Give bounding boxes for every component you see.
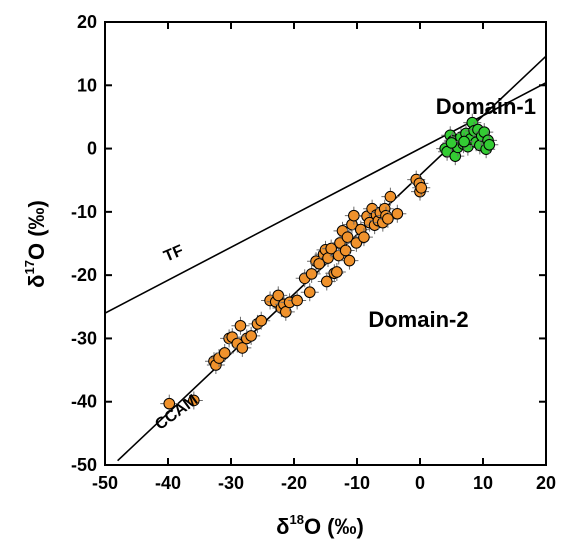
x-axis-title-suffix: O (‰) [304,514,364,539]
annotation-tf: TF [161,242,186,265]
point-domain-1-20 [480,135,499,154]
y-tick-label: -10 [71,202,97,222]
marker [339,244,352,257]
point-domain-2-21 [280,293,299,312]
marker [445,137,458,149]
annotation-ccam: CCAM [152,392,201,434]
marker [236,342,249,354]
point-domain-2-42 [344,206,363,225]
marker [348,209,360,222]
marker [415,182,428,194]
point-domain-2-14 [252,311,271,330]
y-tick-label: 0 [87,139,97,159]
point-domain-2-40 [340,251,359,270]
y-tick-label: -30 [71,328,97,348]
y-tick-label: -50 [71,455,97,475]
point-domain-2-0 [160,394,179,413]
point-domain-2-34 [327,262,346,281]
point-domain-2-22 [288,291,307,310]
y-tick-label: 10 [77,75,97,95]
x-tick-label: -50 [92,473,118,493]
x-tick-label: -30 [218,473,244,493]
marker [391,207,404,220]
point-domain-2-5 [215,343,234,362]
marker [163,397,176,410]
x-axis-title: δ18O (‰) [276,512,364,539]
marker [322,252,334,264]
y-axis-title-sup: 17 [22,260,37,274]
y-tick-label: -40 [71,392,97,412]
point-domain-2-12 [242,326,261,345]
point-domain-2-58 [388,204,407,223]
marker [384,190,397,203]
x-tick-label: 10 [473,473,493,493]
marker [218,347,231,359]
y-axis-title-suffix: O (‰) [24,200,49,260]
point-domain-2-38 [336,241,355,260]
marker [291,294,303,307]
marker [234,319,247,332]
y-tick-label: 20 [77,12,97,32]
plot-frame [104,21,547,466]
point-domain-2-44 [351,220,370,239]
marker [303,286,316,299]
point-domain-2-27 [310,254,329,273]
x-tick-label: -40 [155,473,181,493]
marker [331,266,343,278]
point-domain-2-10 [233,338,252,357]
x-axis-title-prefix: δ [276,514,289,539]
marker [188,394,200,407]
x-tick-label: 20 [536,473,556,493]
point-domain-2-30 [317,272,336,291]
point-domain-2-45 [354,228,373,247]
marker [255,314,268,327]
point-domain-1-22 [455,132,474,151]
y-axis-title-prefix: δ [24,275,49,288]
x-tick-label: -20 [281,473,307,493]
marker [320,275,333,288]
point-domain-2-57 [381,187,400,206]
point-domain-2-24 [300,283,319,302]
point-domain-2-17 [269,286,288,305]
point-domain-2-1 [184,391,203,410]
data-points [160,113,499,413]
y-tick-label: -20 [71,265,97,285]
marker [382,213,394,225]
point-domain-2-25 [302,264,321,283]
point-domain-2-9 [231,316,250,335]
y-axis-title: δ17O (‰) [22,200,49,288]
x-tick-label: -10 [344,473,370,493]
marker [305,268,318,280]
marker [458,135,470,148]
annotation-domain-1: Domain-1 [436,94,536,119]
axis-ticks: -50 -40 -30 -20 -10 0 10 20 -50 -40 -30 -20 -10 0 10 20 [71,12,556,493]
marker [483,138,496,151]
point-domain-1-21 [442,133,461,152]
point-domain-2-62 [412,178,431,197]
marker [245,330,257,342]
point-domain-2-56 [378,209,397,228]
x-axis-title-sup: 18 [289,512,303,527]
marker [358,231,370,243]
x-tick-label: 0 [415,473,425,493]
marker [343,254,356,267]
annotation-domain-2: Domain-2 [368,307,468,332]
